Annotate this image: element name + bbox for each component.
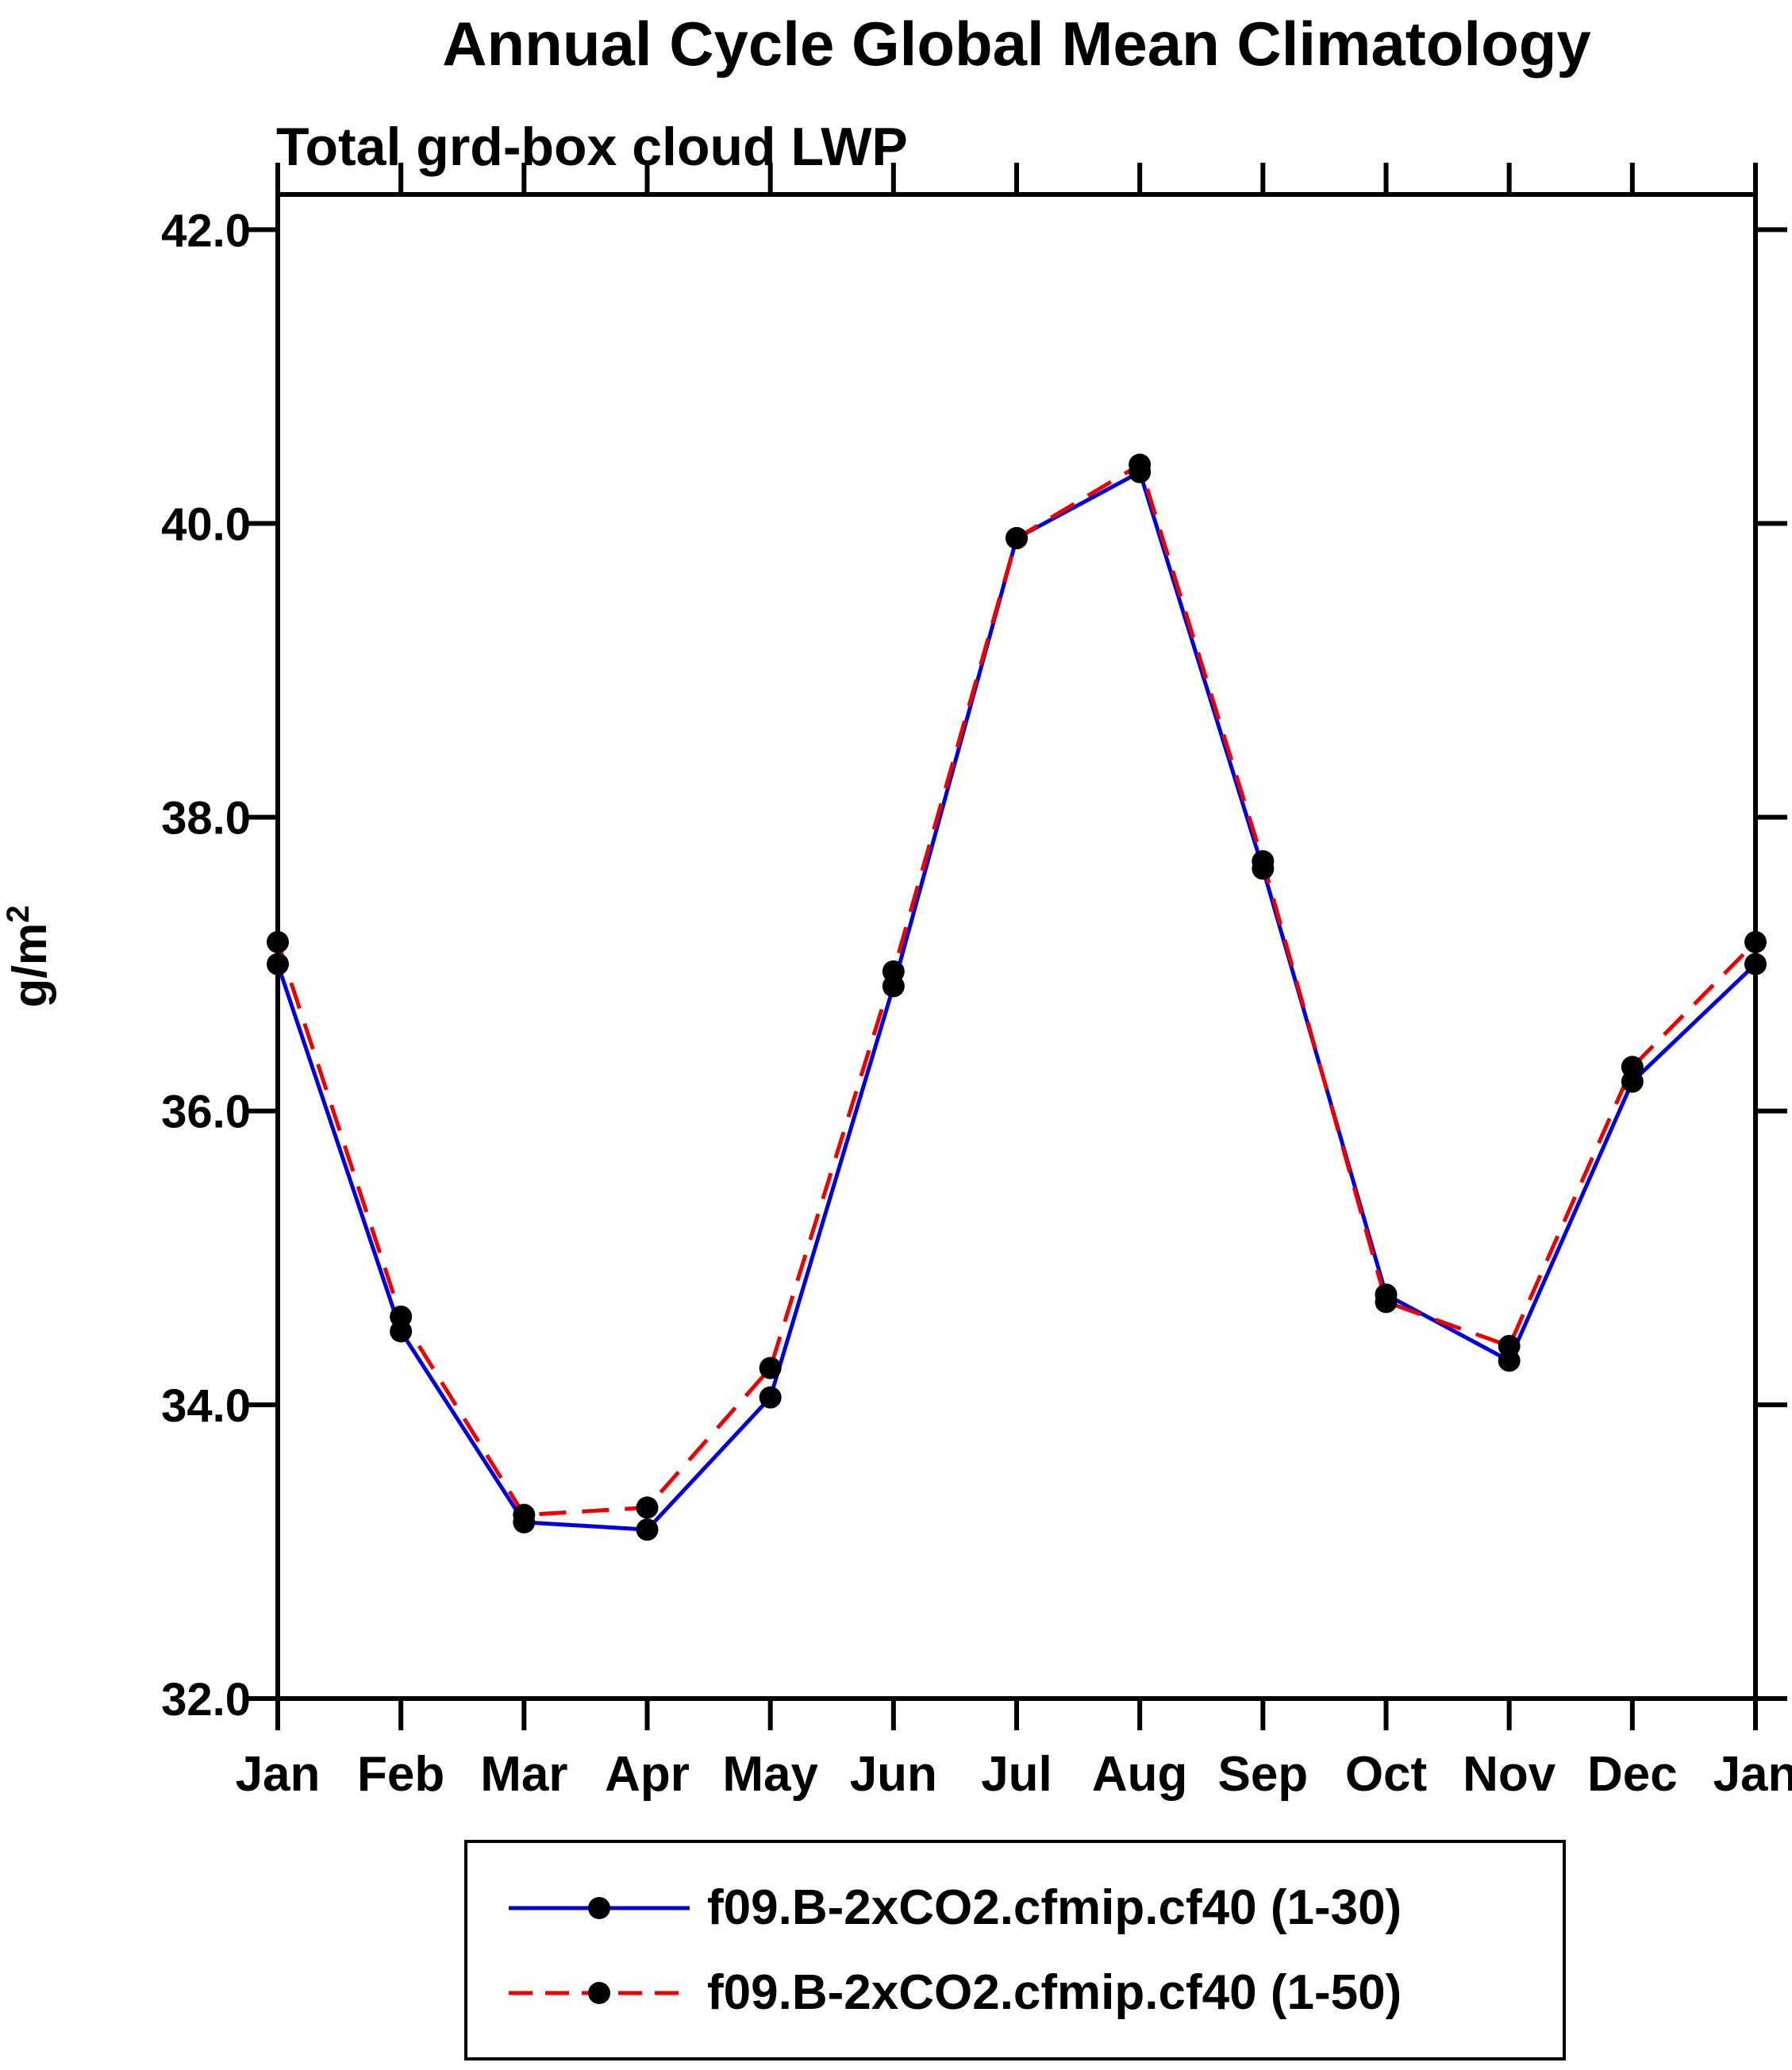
- legend-label-series-0: f09.B-2xCO2.cfmip.cf40 (1-30): [707, 1880, 1402, 1935]
- x-tick-label: May: [722, 1747, 818, 1802]
- legend-line-sample-dashed-icon: [509, 1981, 690, 2004]
- y-axis-label: g/m2: [1, 906, 56, 1008]
- y-tick-label: 42.0: [161, 205, 251, 256]
- data-point-series-1: [513, 1503, 536, 1526]
- x-tick-label: Dec: [1587, 1747, 1678, 1802]
- data-point-series-1: [267, 930, 289, 953]
- data-point-series-1: [882, 960, 905, 983]
- legend: f09.B-2xCO2.cfmip.cf40 (1-30) f09.B-2xCO…: [464, 1840, 1566, 2060]
- y-tick-label: 34.0: [161, 1380, 251, 1432]
- legend-line-sample-solid-icon: [509, 1896, 690, 1919]
- legend-row-series-1: f09.B-2xCO2.cfmip.cf40 (1-50): [507, 1964, 1563, 2021]
- data-point-series-0: [759, 1386, 782, 1409]
- data-point-series-0: [636, 1518, 659, 1541]
- legend-row-series-0: f09.B-2xCO2.cfmip.cf40 (1-30): [507, 1880, 1563, 1936]
- y-tick-label: 40.0: [161, 498, 251, 550]
- y-tick-label: 32.0: [161, 1674, 251, 1726]
- x-tick-label: Sep: [1217, 1747, 1308, 1802]
- data-point-series-1: [1621, 1056, 1644, 1079]
- data-point-series-1: [1129, 453, 1152, 476]
- x-tick-label: Aug: [1092, 1747, 1188, 1802]
- x-tick-label: Feb: [357, 1747, 444, 1802]
- x-tick-label: Jan: [1713, 1747, 1792, 1802]
- y-tick-label: 38.0: [161, 793, 251, 845]
- data-point-series-1: [1006, 527, 1028, 550]
- data-point-series-1: [636, 1496, 659, 1519]
- data-point-series-0: [1744, 952, 1767, 975]
- data-point-series-1: [1375, 1291, 1398, 1314]
- series-line-1: [275, 461, 1757, 1518]
- x-tick-label: Apr: [605, 1747, 690, 1802]
- data-point-series-1: [1744, 930, 1767, 953]
- x-tick-label: Jul: [981, 1747, 1052, 1802]
- x-tick-label: Jan: [236, 1747, 321, 1802]
- data-point-series-1: [1252, 850, 1275, 873]
- chart-title: Annual Cycle Global Mean Climatology: [442, 9, 1591, 79]
- series-line-0: [275, 469, 1757, 1532]
- x-tick-label: Oct: [1345, 1747, 1427, 1802]
- data-point-series-1: [390, 1305, 413, 1328]
- y-tick-label: 36.0: [161, 1087, 251, 1138]
- data-point-series-1: [759, 1356, 782, 1379]
- data-point-series-1: [1498, 1334, 1521, 1357]
- x-tick-label: Jun: [850, 1747, 937, 1802]
- x-tick-label: Nov: [1463, 1747, 1556, 1802]
- chart-subtitle: Total grd-box cloud LWP: [276, 117, 908, 177]
- legend-label-series-1: f09.B-2xCO2.cfmip.cf40 (1-50): [707, 1965, 1402, 2020]
- data-point-series-0: [267, 952, 289, 975]
- x-tick-label: Mar: [480, 1747, 567, 1802]
